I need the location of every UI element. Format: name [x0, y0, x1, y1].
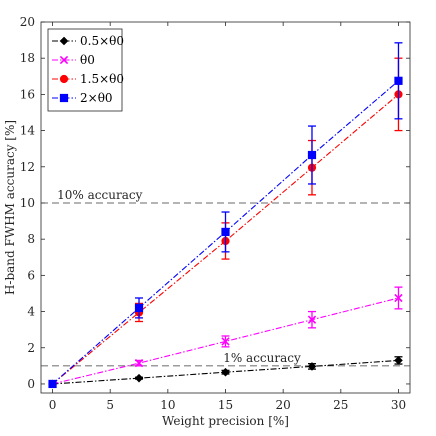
data-point [221, 227, 230, 237]
data-point [221, 337, 230, 346]
data-point [394, 356, 403, 365]
y-axis-label: H-band FWHM accuracy [%] [3, 120, 17, 295]
reference-line-label: 10% accuracy [57, 188, 142, 202]
legend: 0.5×θ0 θ0 1.5×θ0 2×θ0 [47, 28, 124, 112]
data-point [59, 55, 69, 65]
data-point [394, 76, 403, 85]
x-tick-label: 20 [276, 398, 291, 412]
data-point [134, 373, 144, 383]
legend-label: θ0 [80, 53, 95, 67]
y-tick-label: 14 [20, 124, 36, 138]
data-point [394, 293, 403, 303]
series-group [48, 42, 403, 389]
legend-label: 1.5×θ0 [80, 72, 124, 86]
y-tick-label: 0 [27, 377, 35, 391]
y-tick-label: 8 [27, 232, 35, 246]
data-point [59, 36, 69, 46]
x-tick-label: 15 [218, 398, 233, 412]
data-point [221, 367, 230, 377]
y-tick-label: 20 [20, 15, 35, 29]
series-group [48, 286, 403, 389]
x-tick-label: 0 [49, 398, 57, 412]
y-tick-label: 6 [27, 268, 35, 282]
data-point [59, 74, 69, 84]
y-tick-label: 16 [20, 87, 35, 101]
y-tick-label: 4 [27, 305, 35, 319]
x-tick-label: 30 [391, 398, 406, 412]
legend-label: 2×θ0 [80, 91, 113, 105]
data-point [48, 379, 57, 389]
x-axis-label: Weight precision [%] [162, 414, 289, 428]
data-point [134, 358, 144, 368]
data-point [307, 362, 317, 371]
y-tick-label: 18 [20, 51, 35, 65]
y-tick-label: 12 [20, 160, 35, 174]
legend-label: 0.5×θ0 [80, 34, 124, 48]
data-point [59, 93, 69, 103]
data-point [134, 303, 144, 313]
x-tick-label: 10 [160, 398, 175, 412]
y-tick-label: 2 [27, 341, 35, 355]
reference-line-label: 1% accuracy [223, 351, 301, 365]
y-tick-label: 10 [20, 196, 35, 210]
series-group [48, 356, 403, 389]
x-tick-label: 5 [106, 398, 114, 412]
x-tick-label: 25 [333, 398, 348, 412]
data-point [307, 150, 317, 160]
data-point [307, 315, 317, 324]
